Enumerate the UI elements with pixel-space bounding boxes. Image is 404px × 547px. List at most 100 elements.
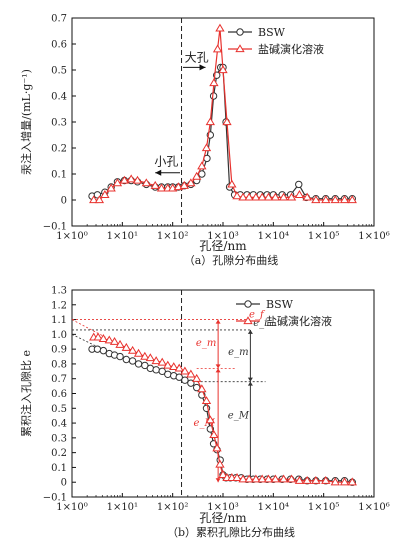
data-point <box>93 332 103 341</box>
y-axis-label: 累积注入孔隙比 e <box>19 350 33 437</box>
y-tick-label: 0.1 <box>51 463 67 474</box>
data-point <box>175 373 183 381</box>
data-point <box>164 370 172 378</box>
data-point <box>238 192 248 201</box>
data-point <box>192 171 202 180</box>
data-point <box>257 474 267 483</box>
red-eM-bracket-head <box>215 478 221 483</box>
data-point <box>109 336 120 345</box>
y-tick-label: 0.7 <box>51 374 67 385</box>
y-tick-label: 0.4 <box>51 419 67 430</box>
data-point <box>232 472 242 481</box>
x-tick-label: 1×10⁵ <box>308 231 339 242</box>
legend-label: BSW <box>266 298 294 311</box>
data-point <box>212 44 223 53</box>
data-point <box>205 117 215 126</box>
y-tick-label: 0.8 <box>51 359 67 370</box>
data-point <box>330 195 340 204</box>
data-point <box>116 352 124 361</box>
y-tick-label: 0.2 <box>51 144 67 155</box>
data-point <box>179 180 189 189</box>
x-tick-label: 1×10³ <box>207 231 238 242</box>
data-point <box>251 474 261 483</box>
data-point <box>295 180 303 189</box>
data-point <box>278 192 289 201</box>
data-point <box>212 443 222 452</box>
data-point <box>321 195 331 204</box>
data-point <box>180 366 190 375</box>
data-point <box>151 356 161 365</box>
data-point <box>140 351 150 360</box>
data-point <box>311 475 321 484</box>
x-tick-label: 1×10⁴ <box>258 502 289 513</box>
data-point <box>238 474 248 483</box>
data-point <box>201 143 212 152</box>
data-point <box>347 195 357 204</box>
data-point <box>197 384 207 393</box>
data-point <box>278 474 289 483</box>
data-point <box>141 361 149 370</box>
data-point <box>112 178 123 187</box>
data-point <box>294 190 305 198</box>
data-point <box>134 360 143 368</box>
panel-b-chart: 1×10⁰ 1×10¹ 1×10² 1×10³ 1×10⁴ 1×10⁵ 1×10⁶ −0.1 0… <box>19 286 390 540</box>
data-point <box>126 174 136 183</box>
data-point <box>218 470 228 478</box>
legend-label: BSW <box>258 26 286 39</box>
data-point <box>270 474 281 483</box>
x-axis-label: 孔径/nm <box>199 511 247 525</box>
y-tick-label: 0.5 <box>51 404 67 415</box>
data-point <box>128 357 137 365</box>
legend-marker <box>236 28 244 36</box>
x-tick-label: 1×10¹ <box>107 231 138 242</box>
legend-marker <box>243 316 253 325</box>
legend-marker <box>235 44 245 53</box>
data-point <box>127 345 138 354</box>
data-point <box>100 190 110 198</box>
data-point <box>227 179 237 188</box>
y-tick-label: 0.7 <box>51 14 67 25</box>
data-point <box>244 192 254 201</box>
data-point <box>163 360 173 369</box>
x-tick-label: 1×10¹ <box>107 502 138 513</box>
y-tick-label: 1.0 <box>51 330 67 341</box>
x-tick-label: 1×10⁴ <box>258 231 289 242</box>
data-point <box>150 180 160 189</box>
data-point <box>89 195 99 204</box>
y-tick-label: 0.2 <box>51 448 67 459</box>
data-point <box>286 474 297 483</box>
data-point <box>94 195 105 204</box>
e-annotation-label: e_M <box>228 411 250 422</box>
data-point <box>257 192 267 201</box>
series-group <box>89 332 357 486</box>
data-point <box>339 195 350 204</box>
y-tick-label: 0.1 <box>51 170 67 181</box>
y-tick-label: 0 <box>61 196 67 207</box>
e-annotation-label: e_f <box>249 310 266 321</box>
data-point <box>205 415 215 424</box>
black-eM-bracket-head <box>247 381 253 386</box>
data-point <box>321 475 331 484</box>
data-point <box>158 367 166 376</box>
y-tick-label: 0.6 <box>51 389 67 400</box>
data-point <box>186 369 196 378</box>
data-point <box>302 475 312 484</box>
e-annotation-label: e_m <box>196 338 216 349</box>
legend-marker <box>244 300 252 308</box>
x-axis-label: 孔径/nm <box>199 239 247 253</box>
x-tick-label: 1×10² <box>157 502 188 513</box>
y-tick-label: 1.1 <box>51 315 67 326</box>
data-point <box>181 376 189 384</box>
data-point <box>119 175 130 184</box>
y-tick-label: 0.6 <box>51 40 67 51</box>
x-tick-label: 1×10² <box>157 231 188 242</box>
y-tick-label: 0.5 <box>51 66 67 77</box>
data-point <box>339 477 350 486</box>
data-point <box>209 430 219 439</box>
black-em-bracket-head <box>247 329 253 334</box>
micro-pore-arrowhead <box>155 169 162 176</box>
data-point <box>98 334 109 342</box>
red-eM-bracket-head <box>215 368 221 373</box>
data-point <box>215 23 225 32</box>
